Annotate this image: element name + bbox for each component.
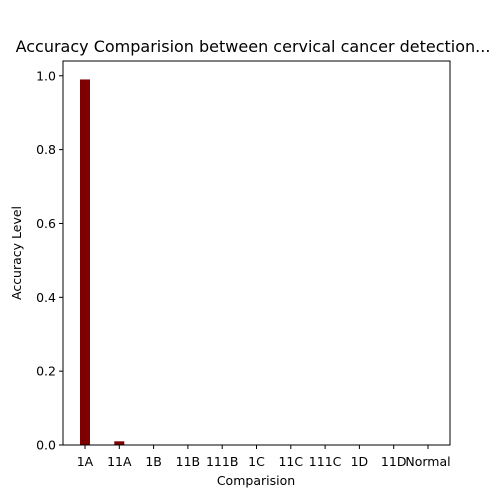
x-tick-label: 1A <box>77 454 94 469</box>
x-tick-label: 11A <box>107 454 132 469</box>
x-tick-label: 111C <box>309 454 342 469</box>
bar-1a <box>80 79 90 445</box>
x-tick-label: 11C <box>278 454 303 469</box>
x-tick-label: 111B <box>206 454 238 469</box>
x-tick-label: 11D <box>381 454 407 469</box>
plot-frame <box>63 61 450 445</box>
y-tick-label: 0.8 <box>36 142 56 157</box>
y-tick-label: 1.0 <box>36 68 56 83</box>
bars-group <box>80 79 124 445</box>
x-tick-label: 11B <box>176 454 200 469</box>
y-tick-label: 0.4 <box>36 290 56 305</box>
x-tick-label: Normal <box>405 454 450 469</box>
x-tick-label: 1D <box>351 454 369 469</box>
x-axis-label: Comparision <box>217 473 295 488</box>
chart-title: Accuracy Comparision between cervical ca… <box>16 37 491 56</box>
y-tick-label: 0.2 <box>36 364 56 379</box>
y-axis-label: Accuracy Level <box>9 206 24 300</box>
x-tick-label: 1C <box>248 454 265 469</box>
bar-11a <box>114 441 124 445</box>
x-tick-label: 1B <box>145 454 162 469</box>
y-tick-label: 0.6 <box>36 216 56 231</box>
y-axis: 0.0 0.2 0.4 0.6 0.8 1.0 <box>36 68 63 452</box>
y-tick-label: 0.0 <box>36 438 56 453</box>
